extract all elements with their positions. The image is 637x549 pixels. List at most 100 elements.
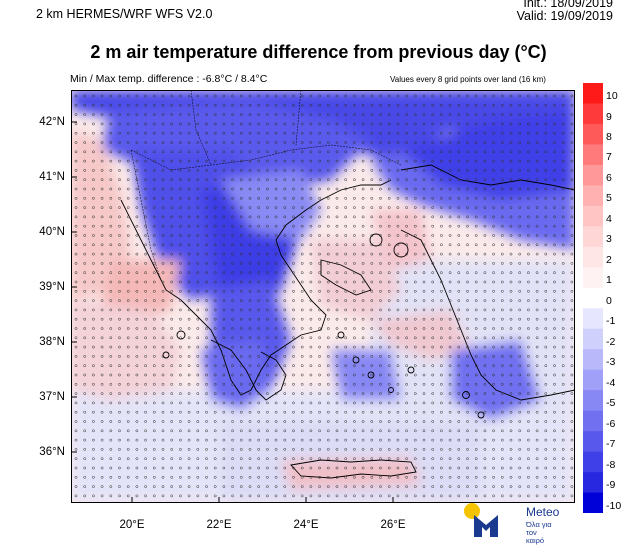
grid-point [570,410,574,414]
grid-point [309,122,313,126]
grid-point [335,448,339,451]
grid-point [396,206,400,209]
grid-point [370,159,374,163]
grid-point [422,159,426,163]
grid-point [440,382,443,386]
grid-point [187,150,191,154]
grid-point [309,457,313,461]
grid-point [527,494,530,498]
grid-point [553,262,556,265]
grid-point [466,252,469,256]
grid-point [483,206,487,209]
grid-point [457,271,461,275]
grid-point [492,150,495,154]
grid-point [553,299,556,302]
grid-point [152,131,156,135]
grid-point [544,289,548,293]
grid-point [257,336,261,340]
grid-point [509,410,513,414]
grid-point [231,103,234,107]
grid-point [474,252,478,256]
grid-point [422,280,426,284]
grid-point [535,475,539,479]
grid-point [379,103,382,107]
grid-point [300,429,304,433]
grid-point [196,224,200,228]
grid-point [413,420,417,423]
grid-point [448,196,452,200]
grid-point [118,364,121,368]
grid-point [370,438,374,442]
grid-point [83,215,87,219]
grid-point [353,169,356,172]
grid-point [309,410,313,414]
grid-point [318,475,321,479]
colorbar-swatch [583,492,603,513]
grid-point [83,243,87,247]
grid-point [309,271,313,275]
grid-point [179,169,182,172]
grid-point [535,466,539,470]
grid-point [126,448,130,451]
grid-point [361,169,365,172]
grid-point [83,150,87,154]
grid-point [100,355,104,358]
grid-point [100,113,104,116]
grid-point [187,131,191,135]
grid-point [544,113,548,116]
grid-point [553,373,556,377]
grid-point [83,206,87,209]
grid-point [179,103,182,107]
grid-point [274,345,278,349]
grid-point [457,122,461,126]
grid-point [152,364,156,368]
grid-point [335,262,339,265]
grid-point [405,187,408,191]
grid-point [553,94,556,98]
grid-point [274,150,278,154]
grid-point [440,131,443,135]
grid-point [283,187,287,191]
grid-point [483,373,487,377]
grid-point [535,94,539,98]
grid-point [500,448,504,451]
grid-point [300,373,304,377]
grid-point [74,308,78,312]
grid-point [379,410,382,414]
grid-point [283,206,287,209]
grid-point [466,215,469,219]
grid-point [344,466,348,470]
grid-point [483,382,487,386]
grid-point [544,392,548,395]
lat-label-40: 40°N [39,226,65,238]
grid-point [396,494,400,498]
grid-point [170,271,174,275]
grid-point [300,206,304,209]
grid-point [344,345,348,349]
grid-point [318,234,321,237]
grid-point [144,475,147,479]
grid-point [170,308,174,312]
grid-point [318,178,321,182]
grid-point [257,159,261,163]
grid-point [535,252,539,256]
grid-point [318,187,321,191]
grid-point [396,355,400,358]
grid-point [205,289,208,293]
grid-point [474,327,478,330]
grid-point [379,150,382,154]
grid-point [561,113,565,116]
grid-point [170,122,174,126]
grid-point [353,410,356,414]
grid-point [92,448,95,451]
grid-point [152,308,156,312]
grid-point [431,271,435,275]
grid-point [205,215,208,219]
grid-point [326,196,330,200]
grid-point [144,317,147,321]
grid-point [222,141,226,144]
grid-point [309,392,313,395]
grid-point [205,122,208,126]
grid-point [274,373,278,377]
grid-point [170,401,174,405]
